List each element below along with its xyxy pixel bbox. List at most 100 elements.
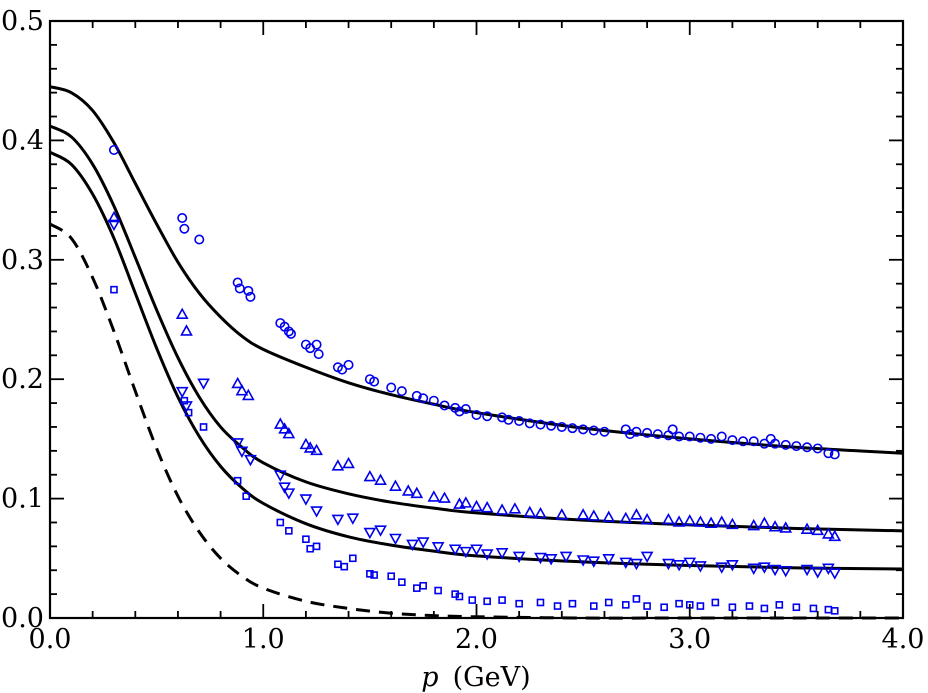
data-point xyxy=(235,383,249,396)
data-point xyxy=(652,429,663,440)
data-point xyxy=(244,454,257,467)
y-tick-label: 0.1 xyxy=(1,484,44,515)
data-point xyxy=(459,496,473,508)
data-point xyxy=(745,602,754,610)
data-point xyxy=(779,521,793,533)
data-point xyxy=(374,525,387,537)
data-point xyxy=(588,425,599,436)
y-tick-label: 0.2 xyxy=(1,364,44,395)
data-point xyxy=(640,551,654,564)
data-point xyxy=(792,603,801,612)
data-point xyxy=(662,558,675,571)
data-point xyxy=(828,568,842,580)
data-point xyxy=(278,482,291,494)
data-point xyxy=(534,506,547,519)
data-point xyxy=(363,527,377,540)
data-point xyxy=(302,535,310,543)
data-point xyxy=(536,598,545,607)
data-point xyxy=(396,386,407,397)
data-point xyxy=(667,424,678,435)
data-point xyxy=(823,448,834,459)
data-point xyxy=(331,459,345,471)
fit-curves xyxy=(49,85,904,620)
data-point xyxy=(711,598,720,607)
data-point xyxy=(544,553,558,566)
data-point xyxy=(619,511,633,524)
data-point xyxy=(546,420,557,431)
x-tick-label: 0.0 xyxy=(29,624,72,655)
data-point xyxy=(684,431,695,442)
data-point xyxy=(498,596,506,604)
data-point xyxy=(726,517,739,530)
series-down-triangles xyxy=(107,219,842,580)
data-point xyxy=(331,514,345,527)
data-point xyxy=(366,570,374,578)
data-point xyxy=(110,285,118,294)
data-point xyxy=(285,328,296,339)
data-point xyxy=(179,223,190,234)
data-point xyxy=(715,515,729,527)
data-point xyxy=(556,421,567,432)
data-point xyxy=(747,563,761,575)
data-point xyxy=(439,400,450,411)
data-point xyxy=(758,516,771,528)
data-point xyxy=(630,508,643,520)
data-point xyxy=(283,326,294,337)
data-point xyxy=(241,388,255,401)
data-point xyxy=(515,599,523,608)
data-point xyxy=(800,564,814,577)
data-point xyxy=(768,520,782,532)
data-point xyxy=(406,539,419,552)
series-squares xyxy=(110,285,839,615)
data-point xyxy=(495,548,509,560)
data-point xyxy=(715,562,729,574)
data-point xyxy=(503,414,514,425)
data-point xyxy=(811,567,825,579)
data-point xyxy=(459,546,473,559)
data-point xyxy=(313,349,324,360)
data-point xyxy=(471,410,482,421)
data-point xyxy=(428,395,439,406)
data-point xyxy=(411,390,422,401)
data-point xyxy=(675,599,683,608)
data-point xyxy=(337,364,348,375)
data-point xyxy=(470,544,483,556)
data-point xyxy=(235,446,249,458)
data-point xyxy=(672,559,686,572)
data-point xyxy=(811,523,825,536)
data-point xyxy=(779,565,793,578)
data-point xyxy=(704,516,718,528)
data-point xyxy=(460,404,471,415)
x-tick-label: 2.0 xyxy=(455,624,498,655)
data-point xyxy=(175,386,189,399)
data-point xyxy=(495,503,509,515)
data-point xyxy=(696,602,705,610)
data-point xyxy=(108,144,119,155)
data-point xyxy=(578,424,589,435)
data-point xyxy=(791,441,802,452)
data-point xyxy=(349,554,357,563)
data-point xyxy=(369,376,380,387)
data-point xyxy=(468,596,477,604)
curve-fit-4 xyxy=(49,222,903,620)
data-point xyxy=(199,423,208,431)
data-point xyxy=(427,490,441,502)
data-point xyxy=(482,411,493,422)
data-point xyxy=(748,436,759,447)
data-point xyxy=(643,602,651,610)
data-point xyxy=(180,396,189,405)
data-point xyxy=(683,514,697,526)
data-point xyxy=(559,551,573,564)
curve-fit-3 xyxy=(49,150,904,571)
data-point xyxy=(175,307,189,320)
data-point xyxy=(683,557,697,570)
series-up-triangles xyxy=(107,210,842,542)
data-point xyxy=(728,603,737,612)
data-point xyxy=(311,339,322,350)
data-point xyxy=(285,527,293,535)
data-point xyxy=(694,515,707,527)
data-point xyxy=(180,401,193,413)
data-point xyxy=(233,476,242,485)
data-point xyxy=(625,429,636,440)
data-point xyxy=(758,562,771,574)
